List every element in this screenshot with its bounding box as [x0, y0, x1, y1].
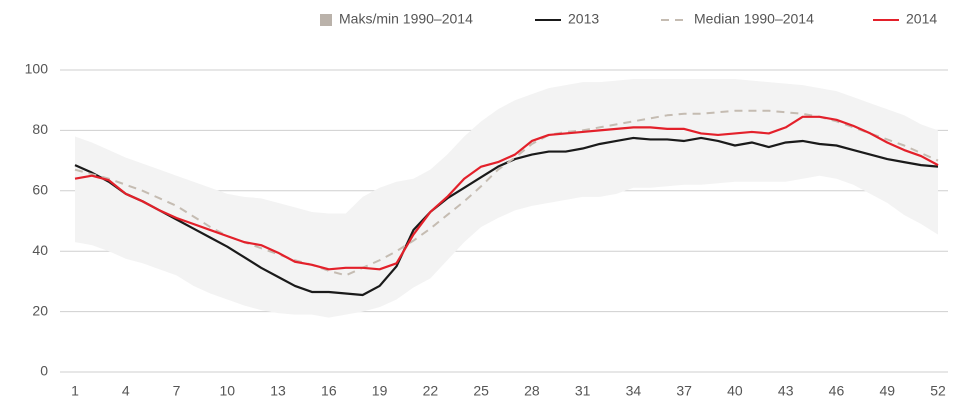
legend-label: Median 1990–2014	[694, 11, 814, 27]
x-tick-label: 49	[879, 383, 895, 399]
legend-label: 2014	[906, 11, 937, 27]
legend-label: Maks/min 1990–2014	[339, 11, 473, 27]
x-tick-label: 19	[372, 383, 388, 399]
x-tick-label: 25	[473, 383, 489, 399]
x-tick-label: 10	[220, 383, 236, 399]
x-tick-label: 16	[321, 383, 337, 399]
x-tick-label: 37	[676, 383, 692, 399]
x-tick-label: 4	[122, 383, 130, 399]
y-tick-label: 40	[32, 242, 48, 258]
series-line	[74, 115, 939, 271]
x-tick-label: 40	[727, 383, 743, 399]
legend-label: 2013	[568, 11, 599, 27]
x-tick-label: 43	[778, 383, 794, 399]
range-band	[75, 79, 938, 318]
y-tick-label: 100	[25, 61, 49, 77]
x-tick-label: 46	[829, 383, 845, 399]
series-line	[74, 109, 939, 277]
y-tick-label: 20	[32, 302, 48, 318]
x-tick-label: 7	[173, 383, 181, 399]
x-tick-label: 52	[930, 383, 946, 399]
x-tick-label: 31	[575, 383, 591, 399]
y-tick-label: 80	[32, 121, 48, 137]
x-tick-label: 22	[423, 383, 439, 399]
y-tick-label: 60	[32, 182, 48, 198]
series-line	[74, 136, 939, 297]
x-tick-label: 1	[71, 383, 79, 399]
x-tick-label: 34	[626, 383, 642, 399]
x-tick-label: 13	[270, 383, 286, 399]
legend-swatch	[320, 14, 332, 26]
y-tick-label: 0	[40, 363, 48, 379]
x-tick-label: 28	[524, 383, 540, 399]
